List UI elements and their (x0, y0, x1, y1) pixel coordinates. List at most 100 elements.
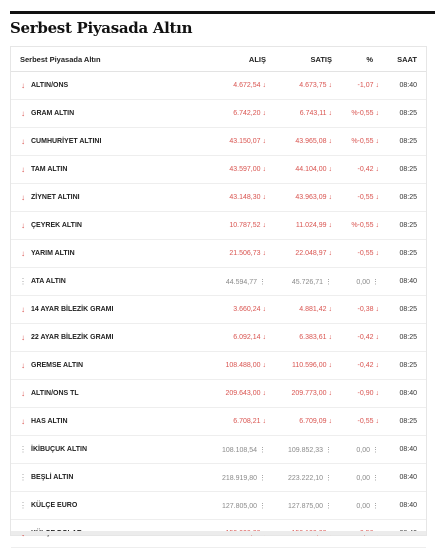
arrow-down-icon: ↓ (21, 165, 25, 174)
row-name[interactable]: BEŞLİ ALTIN (31, 474, 74, 481)
row-time: 08:25 (399, 362, 417, 369)
table-row[interactable]: ⋮ ATA ALTIN 44.594,77 ⋮ 45.726,71 ⋮ 0,00 ⋮ 08:40 (11, 268, 426, 296)
table-body: ↓ ALTIN/ONS 4.672,54 ↓ 4.673,75 ↓ -1,07 ↓ 08:40 ↓… (11, 72, 426, 548)
row-pct: 0,00 ⋮ (356, 447, 379, 454)
row-name[interactable]: ZİYNET ALTINI (31, 194, 80, 201)
arrow-down-icon: ↓ (375, 138, 380, 145)
vertical-dots-icon: ⋮ (372, 447, 379, 454)
row-sell: 11.024,99 ↓ (295, 222, 332, 229)
row-buy: 3.660,24 ↓ (233, 306, 266, 313)
horizontal-scrollbar[interactable] (11, 531, 426, 535)
row-buy: 43.597,00 ↓ (229, 166, 266, 173)
row-buy: 127.805,00 ⋮ (221, 503, 266, 510)
row-pct: 0,00 ⋮ (356, 503, 379, 510)
row-name[interactable]: CUMHURİYET ALTINI (31, 138, 102, 145)
row-pct: -0,55 ↓ (357, 418, 379, 425)
arrow-down-icon: ↓ (375, 334, 380, 341)
row-name[interactable]: 14 AYAR BİLEZİK GRAMI (31, 306, 114, 313)
arrow-down-icon: ↓ (262, 82, 267, 89)
header-name: Serbest Piyasada Altın (20, 55, 101, 64)
vertical-dots-icon: ⋮ (325, 475, 332, 482)
arrow-down-icon: ↓ (21, 333, 25, 342)
row-pct: 0,00 ⋮ (356, 475, 379, 482)
table-row[interactable]: ↓ ALTIN/ONS TL 209.643,00 ↓ 209.773,00 ↓ -0,90… (11, 380, 426, 408)
gold-price-table: Serbest Piyasada Altın ALIŞ SATIŞ % SAAT… (10, 46, 427, 548)
vertical-dots-icon: ⋮ (325, 503, 332, 510)
row-pct: -0,42 ↓ (357, 166, 379, 173)
row-time: 08:25 (399, 306, 417, 313)
arrow-down-icon: ↓ (328, 194, 333, 201)
table-row[interactable]: ↓ TAM ALTIN 43.597,00 ↓ 44.104,00 ↓ -0,42 ↓ 08:2… (11, 156, 426, 184)
row-time: 08:40 (399, 474, 417, 481)
row-sell: 43.963,09 ↓ (295, 194, 332, 201)
arrow-down-icon: ↓ (21, 249, 25, 258)
table-row[interactable]: ↓ ZİYNET ALTINI 43.148,30 ↓ 43.963,09 ↓ -0,55 ↓… (11, 184, 426, 212)
vertical-dots-icon: ⋮ (259, 503, 266, 510)
arrow-down-icon: ↓ (375, 250, 380, 257)
row-name[interactable]: ALTIN/ONS TL (31, 390, 79, 397)
row-time: 08:25 (399, 166, 417, 173)
table-row[interactable]: ↓ YARIM ALTIN 21.506,73 ↓ 22.048,97 ↓ -0,55 ↓ 08… (11, 240, 426, 268)
table-row[interactable]: ↓ 14 AYAR BİLEZİK GRAMI 3.660,24 ↓ 4.881,42 ↓… (11, 296, 426, 324)
table-row[interactable]: ↓ GREMSE ALTIN 108.488,00 ↓ 110.596,00 ↓ -0,42… (11, 352, 426, 380)
table-row[interactable]: ↓ HAS ALTIN 6.708,21 ↓ 6.709,09 ↓ -0,55 ↓ 08:25 (11, 408, 426, 436)
row-name[interactable]: ATA ALTIN (31, 278, 66, 285)
arrow-down-icon: ↓ (262, 362, 267, 369)
row-name[interactable]: ÇEYREK ALTIN (31, 222, 82, 229)
row-name[interactable]: YARIM ALTIN (31, 250, 75, 257)
header-sell[interactable]: SATIŞ (310, 55, 332, 64)
row-sell: 22.048,97 ↓ (295, 250, 332, 257)
row-name[interactable]: ALTIN/ONS (31, 82, 69, 89)
header-pct[interactable]: % (366, 55, 373, 64)
row-time: 08:25 (399, 418, 417, 425)
row-sell: 6.709,09 ↓ (299, 418, 332, 425)
row-buy: 209.643,00 ↓ (225, 390, 266, 397)
table-row[interactable]: ⋮ İKİBUÇUK ALTIN 108.108,54 ⋮ 109.852,33 ⋮ 0,0… (11, 436, 426, 464)
vertical-dots-icon: ⋮ (372, 503, 379, 510)
row-time: 08:25 (399, 138, 417, 145)
row-name[interactable]: TAM ALTIN (31, 166, 68, 173)
vertical-dots-icon: ⋮ (325, 447, 332, 454)
table-row[interactable]: ↓ ALTIN/ONS 4.672,54 ↓ 4.673,75 ↓ -1,07 ↓ 08:40 (11, 72, 426, 100)
table-row[interactable]: ↓ ÇEYREK ALTIN 10.787,52 ↓ 11.024,99 ↓ %-0,55 ↓… (11, 212, 426, 240)
arrow-down-icon: ↓ (262, 138, 267, 145)
row-name[interactable]: GRAM ALTIN (31, 110, 75, 117)
row-pct: -0,38 ↓ (357, 306, 379, 313)
title-rule (10, 11, 435, 14)
arrow-down-icon: ↓ (375, 194, 380, 201)
row-time: 08:25 (399, 250, 417, 257)
header-buy[interactable]: ALIŞ (248, 55, 266, 64)
table-row[interactable]: ⋮ KÜLÇE EURO 127.805,00 ⋮ 127.875,00 ⋮ 0,00 ⋮ 08… (11, 492, 426, 520)
row-name[interactable]: 22 AYAR BİLEZİK GRAMI (31, 334, 114, 341)
arrow-down-icon: ↓ (328, 362, 333, 369)
row-name[interactable]: GREMSE ALTIN (31, 362, 84, 369)
table-row[interactable]: ↓ CUMHURİYET ALTINI 43.150,07 ↓ 43.965,08 ↓ %-… (11, 128, 426, 156)
arrow-down-icon: ↓ (262, 194, 267, 201)
arrow-down-icon: ↓ (262, 334, 267, 341)
table-row[interactable]: ↓ GRAM ALTIN 6.742,20 ↓ 6.743,11 ↓ %-0,55 ↓ 08:2… (11, 100, 426, 128)
vertical-dots-icon: ⋮ (19, 473, 27, 482)
row-time: 08:25 (399, 334, 417, 341)
row-sell: 109.852,33 ⋮ (287, 447, 332, 454)
arrow-down-icon: ↓ (328, 334, 333, 341)
row-sell: 45.726,71 ⋮ (291, 279, 332, 286)
vertical-dots-icon: ⋮ (19, 277, 27, 286)
header-time[interactable]: SAAT (397, 55, 417, 64)
row-name[interactable]: HAS ALTIN (31, 418, 68, 425)
row-buy: 6.742,20 ↓ (233, 110, 266, 117)
row-pct: -1,07 ↓ (357, 82, 379, 89)
vertical-dots-icon: ⋮ (19, 501, 27, 510)
row-name[interactable]: İKİBUÇUK ALTIN (31, 446, 87, 453)
vertical-dots-icon: ⋮ (372, 279, 379, 286)
table-row[interactable]: ⋮ BEŞLİ ALTIN 218.919,80 ⋮ 223.222,10 ⋮ 0,00 ⋮ 0… (11, 464, 426, 492)
arrow-down-icon: ↓ (21, 417, 25, 426)
row-pct: -0,42 ↓ (357, 362, 379, 369)
row-pct: -0,42 ↓ (357, 334, 380, 341)
table-row[interactable]: ↓ 22 AYAR BİLEZİK GRAMI 6.092,14 ↓ 6.383,61 ↓… (11, 324, 426, 352)
row-pct: %-0,55 ↓ (351, 222, 379, 229)
row-name[interactable]: KÜLÇE EURO (31, 502, 78, 509)
row-time: 08:40 (399, 390, 417, 397)
row-pct: 0,00 ⋮ (356, 279, 379, 286)
arrow-down-icon: ↓ (328, 166, 333, 173)
